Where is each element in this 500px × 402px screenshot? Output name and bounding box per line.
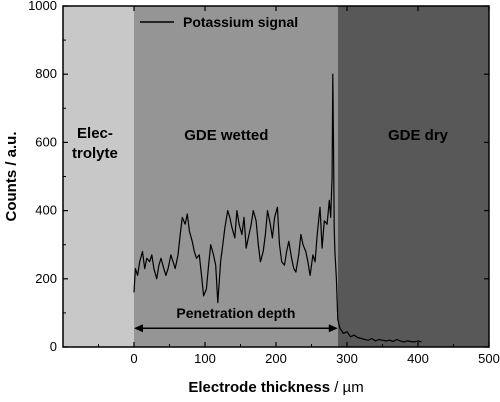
x-axis-title: Electrode thickness / µm <box>188 379 363 396</box>
y-tick-label: 1000 <box>28 0 57 13</box>
x-tick-label: 300 <box>336 351 358 366</box>
x-tick-label: 500 <box>478 351 500 366</box>
y-axis-title: Counts / a.u. <box>3 132 20 222</box>
region-label-line: trolyte <box>72 145 118 162</box>
series-line-potassium-signal <box>133 73 422 343</box>
y-tick-label: 800 <box>35 66 57 81</box>
x-tick-label: 400 <box>407 351 429 366</box>
y-tick-label: 400 <box>35 203 57 218</box>
region-label-0: Elec-trolyte <box>72 125 118 162</box>
region-label-1: GDE wetted <box>184 127 268 144</box>
y-tick-label: 200 <box>35 271 57 286</box>
background-regions: Elec-trolyte GDE wetted GDE dry <box>63 6 489 347</box>
annotation-layer: Penetration depth <box>134 305 338 333</box>
y-tick-label: 600 <box>35 134 57 149</box>
region-label-line: GDE dry <box>388 127 449 144</box>
region-1 <box>134 6 338 347</box>
region-0 <box>63 6 134 347</box>
series-layer <box>133 73 422 343</box>
axis-ticks: 0 100 200 300 400 500 0 200 400 600 800 1000 <box>28 0 500 366</box>
region-label-line: GDE wetted <box>184 127 268 144</box>
x-tick-label: 200 <box>265 351 287 366</box>
region-label-line: Elec- <box>77 125 113 142</box>
arrowhead-left <box>134 324 143 333</box>
region-2 <box>337 6 489 347</box>
legend: Potassium signal <box>140 14 298 30</box>
region-label-2: GDE dry <box>388 127 449 144</box>
x-tick-label: 0 <box>130 351 137 366</box>
legend-entry-potassium-signal: Potassium signal <box>183 14 298 30</box>
y-tick-label: 0 <box>50 339 57 354</box>
arrowhead-right <box>328 324 338 333</box>
annotation-penetration-depth: Penetration depth <box>176 305 295 321</box>
x-tick-label: 100 <box>194 351 216 366</box>
